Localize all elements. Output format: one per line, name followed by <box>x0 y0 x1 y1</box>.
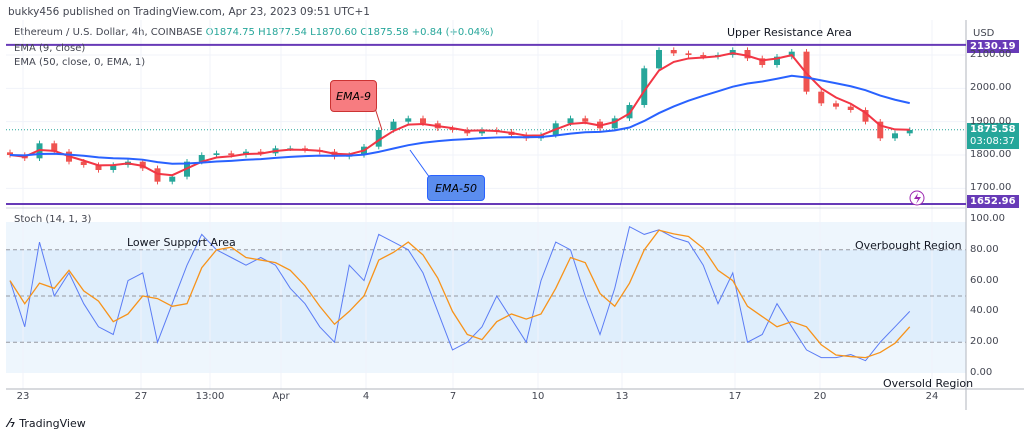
candle <box>228 153 235 155</box>
candle <box>611 118 618 129</box>
symbol-name[interactable]: Ethereum / U.S. Dollar, 4h, COINBASE <box>14 27 203 38</box>
last-price-label: 1875.58 03:08:37 <box>967 123 1019 149</box>
tradingview-logo[interactable]: ⁄₇ TradingView <box>8 416 86 430</box>
candle <box>759 58 766 65</box>
ohlc-low: L1870.60 <box>310 27 358 38</box>
price-tick: 2100.00 <box>970 49 1012 60</box>
candle <box>390 121 397 130</box>
time-tick: 23 <box>16 391 30 402</box>
candle <box>833 103 839 107</box>
ema9-legend[interactable]: EMA (9, close) <box>14 43 86 54</box>
candle <box>641 68 648 105</box>
candle <box>80 161 87 165</box>
candle <box>213 153 220 155</box>
lightning-bolt-icon <box>914 193 921 204</box>
candle <box>847 106 854 110</box>
stoch-tick: 20.00 <box>970 336 999 348</box>
candle <box>479 130 485 134</box>
candle <box>862 110 869 122</box>
oversold-label: Oversold Region <box>883 377 974 390</box>
stoch-tick: 60.00 <box>970 274 999 286</box>
currency-label: USD <box>973 28 995 39</box>
time-tick: 13 <box>615 391 629 402</box>
candle <box>449 128 456 130</box>
ema50-legend[interactable]: EMA (50, close, 0, EMA, 1) <box>14 57 146 68</box>
stoch-tick: 0.00 <box>970 367 993 378</box>
price-tick: 1900.00 <box>970 115 1012 127</box>
candle <box>405 118 412 122</box>
candle <box>198 155 205 162</box>
time-tick: 13:00 <box>195 391 225 402</box>
price-tick: 1800.00 <box>970 149 1012 160</box>
time-tick: 7 <box>449 391 457 402</box>
candle <box>685 53 692 55</box>
candle <box>257 151 264 154</box>
candle <box>154 168 161 182</box>
candle <box>110 165 117 170</box>
ema9-line <box>9 52 910 177</box>
candle <box>670 50 677 54</box>
publisher-line: bukky456 published on TradingView.com, A… <box>8 6 370 18</box>
bar-countdown: 03:08:37 <box>970 136 1015 147</box>
candle <box>51 143 58 152</box>
candle <box>892 133 898 139</box>
tradingview-icon: ⁄₇ <box>8 416 16 430</box>
time-tick: 10 <box>531 391 545 402</box>
ema9-callout: EMA-9 <box>330 80 377 112</box>
stoch-legend[interactable]: Stoch (14, 1, 3) <box>14 214 92 225</box>
time-tick: 20 <box>813 391 827 402</box>
price-tick: 2000.00 <box>970 82 1012 94</box>
price-tick: 1700.00 <box>970 182 1012 194</box>
stoch-d-line <box>9 229 911 359</box>
candle <box>744 50 751 59</box>
candle <box>375 130 382 147</box>
ema9-pointer <box>374 107 383 131</box>
candle <box>656 50 662 69</box>
ohlc-open: O1874.75 <box>205 27 255 38</box>
candle <box>877 121 884 139</box>
upper-resistance-label: Upper Resistance Area <box>727 26 852 39</box>
candle <box>567 118 574 124</box>
last-price: 1875.58 <box>970 124 1016 135</box>
time-tick: 27 <box>134 391 148 402</box>
ema50-callout: EMA-50 <box>427 175 485 201</box>
support-price-label: 1652.96 <box>967 195 1019 208</box>
ema50-callout-text: EMA-50 <box>435 181 477 195</box>
ohlc-close: C1875.58 <box>360 27 409 38</box>
candle <box>803 51 810 92</box>
candle <box>582 118 589 122</box>
time-tick: Apr <box>272 391 290 402</box>
time-tick: 4 <box>362 391 370 402</box>
ohlc-high: H1877.54 <box>258 27 307 38</box>
ema9-callout-text: EMA-9 <box>336 89 371 103</box>
ema50-pointer <box>409 149 431 179</box>
stoch-k-line <box>9 225 911 362</box>
candle <box>774 56 780 65</box>
candle <box>169 176 176 182</box>
stoch-tick: 80.00 <box>970 243 999 255</box>
candle <box>700 55 707 57</box>
brand-name: TradingView <box>19 416 86 430</box>
resistance-price-label: 2130.19 <box>967 40 1019 53</box>
stoch-tick: 100.00 <box>970 213 1005 224</box>
candle <box>95 165 102 170</box>
time-tick: 17 <box>728 391 742 402</box>
candle <box>420 118 426 124</box>
candle <box>906 130 913 134</box>
candle <box>7 152 13 155</box>
ema50-line <box>9 74 910 165</box>
candle <box>818 91 825 104</box>
overbought-label: Overbought Region <box>855 239 962 252</box>
lower-support-label: Lower Support Area <box>127 236 236 249</box>
time-tick: 24 <box>925 391 939 402</box>
stoch-tick: 40.00 <box>970 305 999 317</box>
